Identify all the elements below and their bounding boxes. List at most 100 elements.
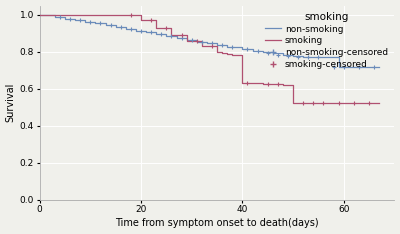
non-smoking bbox=[103, 24, 108, 26]
non-smoking-censored bbox=[316, 56, 321, 59]
smoking bbox=[230, 53, 235, 56]
smoking bbox=[215, 50, 220, 53]
non-smoking-censored bbox=[169, 35, 174, 37]
Y-axis label: Survival: Survival bbox=[6, 83, 16, 122]
non-smoking-censored bbox=[179, 37, 184, 39]
smoking-censored bbox=[210, 45, 214, 48]
non-smoking bbox=[194, 40, 199, 43]
non-smoking-censored bbox=[255, 49, 260, 52]
smoking bbox=[260, 83, 265, 86]
non-smoking-censored bbox=[68, 17, 72, 20]
smoking bbox=[200, 45, 204, 48]
smoking bbox=[169, 34, 174, 37]
non-smoking bbox=[144, 31, 148, 34]
non-smoking bbox=[311, 56, 316, 59]
smoking bbox=[225, 52, 230, 55]
non-smoking bbox=[352, 65, 356, 68]
non-smoking bbox=[134, 29, 138, 32]
non-smoking bbox=[93, 22, 98, 25]
smoking bbox=[240, 82, 245, 85]
smoking bbox=[139, 19, 144, 22]
smoking bbox=[291, 101, 296, 104]
non-smoking bbox=[113, 26, 118, 28]
Line: non-smoking-censored: non-smoking-censored bbox=[58, 14, 377, 69]
smoking bbox=[220, 51, 224, 54]
non-smoking-censored bbox=[108, 24, 113, 26]
non-smoking-censored bbox=[78, 19, 83, 22]
non-smoking bbox=[291, 55, 296, 58]
smoking-censored bbox=[352, 101, 356, 104]
smoking-censored bbox=[336, 101, 341, 104]
non-smoking bbox=[62, 17, 67, 20]
non-smoking-censored bbox=[118, 26, 123, 28]
non-smoking-censored bbox=[306, 56, 311, 59]
non-smoking-censored bbox=[265, 51, 270, 54]
non-smoking bbox=[270, 51, 275, 54]
non-smoking bbox=[83, 21, 88, 24]
non-smoking-censored bbox=[159, 33, 164, 36]
smoking-censored bbox=[265, 83, 270, 86]
non-smoking-censored bbox=[189, 38, 194, 41]
non-smoking-censored bbox=[210, 42, 214, 45]
non-smoking-censored bbox=[331, 65, 336, 68]
non-smoking-censored bbox=[98, 22, 103, 25]
non-smoking-censored bbox=[296, 56, 300, 59]
non-smoking bbox=[184, 38, 189, 41]
non-smoking bbox=[52, 15, 57, 18]
X-axis label: Time from symptom onset to death(days): Time from symptom onset to death(days) bbox=[115, 219, 319, 228]
Line: smoking-censored: smoking-censored bbox=[128, 12, 372, 105]
non-smoking bbox=[250, 49, 255, 52]
non-smoking-censored bbox=[230, 46, 235, 49]
non-smoking bbox=[124, 27, 128, 30]
non-smoking bbox=[326, 56, 331, 59]
smoking-censored bbox=[367, 101, 372, 104]
non-smoking bbox=[336, 65, 341, 68]
non-smoking bbox=[377, 65, 382, 68]
non-smoking-censored bbox=[356, 65, 361, 68]
smoking-censored bbox=[276, 83, 280, 86]
smoking bbox=[154, 26, 159, 29]
smoking-censored bbox=[179, 34, 184, 37]
smoking-censored bbox=[321, 101, 326, 104]
non-smoking-censored bbox=[220, 44, 224, 47]
smoking-censored bbox=[194, 39, 199, 42]
smoking bbox=[331, 101, 336, 104]
smoking bbox=[184, 39, 189, 42]
non-smoking-censored bbox=[200, 40, 204, 43]
non-smoking-censored bbox=[58, 15, 62, 18]
non-smoking-censored bbox=[286, 55, 290, 58]
non-smoking bbox=[280, 53, 285, 56]
non-smoking bbox=[204, 42, 209, 45]
non-smoking bbox=[301, 56, 306, 59]
non-smoking bbox=[240, 48, 245, 50]
smoking-censored bbox=[149, 19, 154, 22]
non-smoking bbox=[154, 33, 159, 36]
non-smoking bbox=[174, 37, 179, 39]
non-smoking bbox=[37, 13, 42, 16]
non-smoking-censored bbox=[139, 29, 144, 32]
non-smoking-censored bbox=[276, 53, 280, 56]
Legend: non-smoking, smoking, non-smoking-censored, smoking-censored: non-smoking, smoking, non-smoking-censor… bbox=[263, 10, 390, 70]
non-smoking-censored bbox=[245, 48, 250, 50]
smoking-censored bbox=[128, 13, 133, 16]
non-smoking bbox=[260, 50, 265, 53]
Line: smoking: smoking bbox=[40, 15, 379, 103]
smoking-censored bbox=[245, 82, 250, 85]
non-smoking-censored bbox=[128, 27, 133, 30]
non-smoking-censored bbox=[88, 21, 93, 24]
smoking bbox=[280, 84, 285, 87]
smoking-censored bbox=[164, 26, 169, 29]
smoking bbox=[377, 101, 382, 104]
non-smoking-censored bbox=[149, 31, 154, 34]
Line: non-smoking: non-smoking bbox=[40, 15, 379, 67]
smoking-censored bbox=[301, 101, 306, 104]
non-smoking-censored bbox=[372, 65, 376, 68]
non-smoking bbox=[225, 46, 230, 49]
non-smoking-censored bbox=[341, 65, 346, 68]
non-smoking bbox=[215, 44, 220, 47]
smoking bbox=[37, 13, 42, 16]
smoking-censored bbox=[311, 101, 316, 104]
smoking bbox=[118, 13, 123, 16]
non-smoking bbox=[164, 35, 169, 37]
non-smoking bbox=[73, 19, 78, 22]
